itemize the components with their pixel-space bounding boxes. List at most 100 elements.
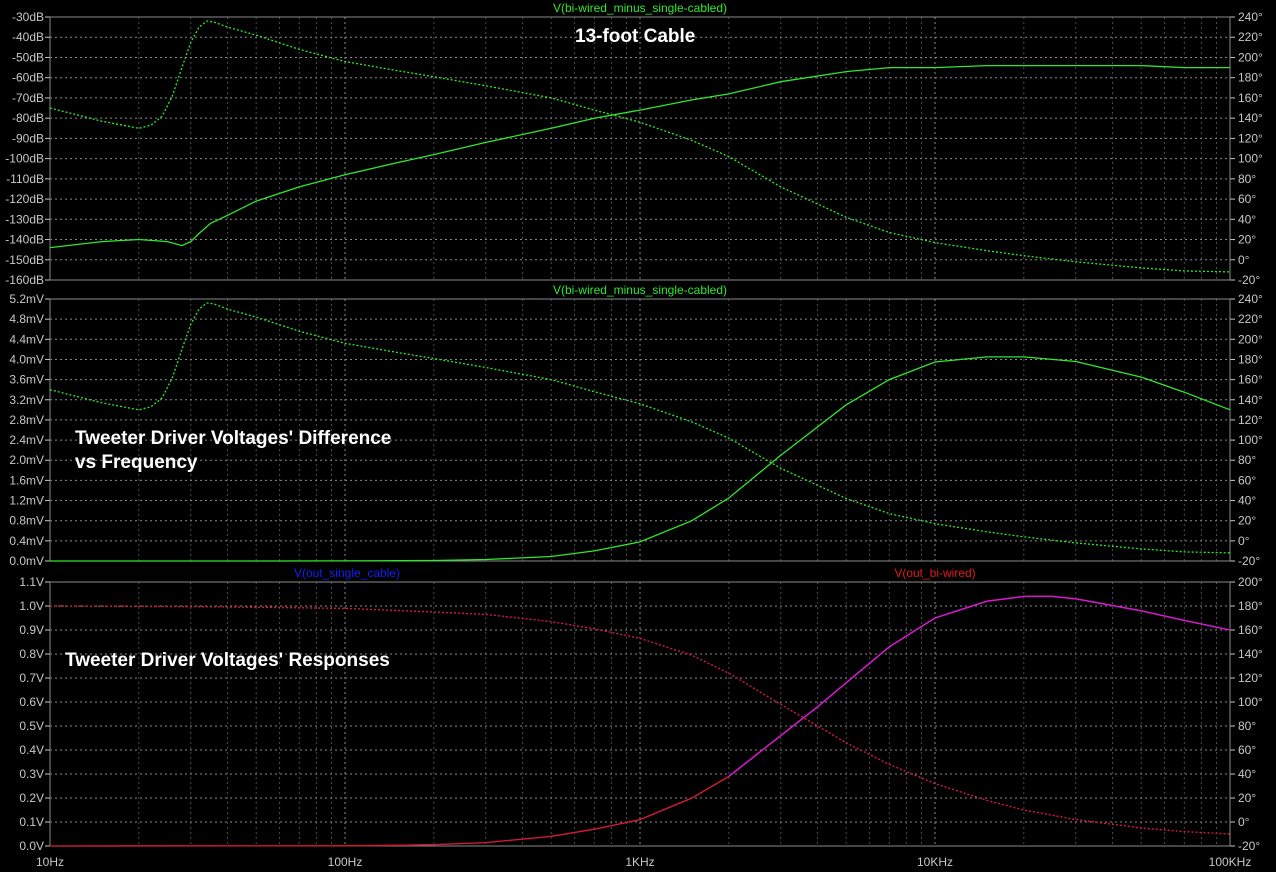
series-overlap-line xyxy=(728,595,1231,777)
x-axis-tick-label: 100Hz xyxy=(328,855,363,869)
left-axis-tick-label: 3.2mV xyxy=(9,393,44,407)
left-axis-tick-label: -80dB xyxy=(12,111,44,125)
left-axis-tick-label: 0.4mV xyxy=(9,534,44,548)
right-axis-tick-label: 60° xyxy=(1238,743,1256,757)
right-axis-tick-label: 40° xyxy=(1238,767,1256,781)
right-axis-tick-label: 180° xyxy=(1238,352,1263,366)
left-axis-tick-label: -130dB xyxy=(5,212,44,226)
labels-layer: -30dB -40dB -50dB -60dB -70dB -80dB -90dB -100d… xyxy=(5,1,1263,869)
traces-layer xyxy=(49,20,1231,847)
left-axis-tick-label: -90dB xyxy=(12,131,44,145)
left-axis-tick-label: -60dB xyxy=(12,71,44,85)
left-axis-tick-label: -50dB xyxy=(12,50,44,64)
x-axis-tick-label: 10Hz xyxy=(36,855,64,869)
left-axis-tick-label: 0.8mV xyxy=(9,514,44,528)
left-axis-tick-label: 0.1V xyxy=(19,815,44,829)
right-axis-tick-label: 160° xyxy=(1238,623,1263,637)
right-axis-tick-label: 0° xyxy=(1238,534,1250,548)
right-axis-tick-label: 120° xyxy=(1238,413,1263,427)
panel2-title-line2: vs Frequency xyxy=(75,452,198,473)
left-axis-tick-label: 2.8mV xyxy=(9,413,44,427)
trace-label: V(bi-wired_minus_single-cabled) xyxy=(553,1,727,15)
left-axis-tick-label: 1.2mV xyxy=(9,494,44,508)
right-axis-tick-label: 180° xyxy=(1238,599,1263,613)
left-axis-tick-label: 2.0mV xyxy=(9,453,44,467)
left-axis-tick-label: -70dB xyxy=(12,91,44,105)
right-axis-tick-label: 100° xyxy=(1238,695,1263,709)
right-axis-tick-label: 0° xyxy=(1238,815,1250,829)
left-axis-tick-label: 4.8mV xyxy=(9,312,44,326)
right-axis-tick-label: 140° xyxy=(1238,647,1263,661)
panel-frame xyxy=(49,581,1231,847)
right-axis-tick-label: 100° xyxy=(1238,433,1263,447)
right-axis-tick-label: 160° xyxy=(1238,91,1263,105)
panel2-title-line1: Tweeter Driver Voltages' Difference xyxy=(75,428,392,449)
series-line xyxy=(49,64,1230,249)
left-axis-tick-label: 1.6mV xyxy=(9,473,44,487)
left-axis-tick-label: 3.6mV xyxy=(9,373,44,387)
left-axis-tick-label: -160dB xyxy=(5,273,44,287)
left-axis-tick-label: 4.4mV xyxy=(9,332,44,346)
right-axis-tick-label: 80° xyxy=(1238,172,1256,186)
right-axis-tick-label: 60° xyxy=(1238,473,1256,487)
left-axis-tick-label: -150dB xyxy=(5,253,44,267)
x-axis-tick-label: 1KHz xyxy=(625,855,654,869)
series-line xyxy=(50,356,1231,562)
left-axis-tick-label: -100dB xyxy=(5,152,44,166)
left-axis-tick-label: 0.9V xyxy=(19,623,44,637)
left-axis-tick-label: 4.0mV xyxy=(9,352,44,366)
left-axis-tick-label: 5.2mV xyxy=(9,292,44,306)
right-axis-tick-label: 20° xyxy=(1238,514,1256,528)
right-axis-tick-label: -20° xyxy=(1238,554,1260,568)
right-axis-tick-label: 120° xyxy=(1238,131,1263,145)
left-axis-tick-label: 2.4mV xyxy=(9,433,44,447)
right-axis-tick-label: 200° xyxy=(1238,575,1263,589)
panel-frame xyxy=(49,298,1231,562)
left-axis-tick-label: 0.5V xyxy=(19,719,44,733)
left-axis-tick-label: 0.0mV xyxy=(9,554,44,568)
left-axis-tick-label: -140dB xyxy=(5,233,44,247)
right-axis-tick-label: -20° xyxy=(1238,839,1260,853)
panel3-title: Tweeter Driver Voltages' Responses xyxy=(65,650,390,671)
right-axis-tick-label: 240° xyxy=(1238,10,1263,24)
grid-layer xyxy=(45,16,1235,847)
right-axis-tick-label: 0° xyxy=(1238,253,1250,267)
right-axis-tick-label: 220° xyxy=(1238,30,1263,44)
right-axis-tick-label: 200° xyxy=(1238,50,1263,64)
x-axis-tick-label: 100KHz xyxy=(1209,855,1252,869)
left-axis-tick-label: -110dB xyxy=(6,172,44,186)
left-axis-tick-label: -40dB xyxy=(12,30,44,44)
series-line xyxy=(49,605,1231,835)
left-axis-tick-label: 0.7V xyxy=(19,671,44,685)
right-axis-tick-label: 140° xyxy=(1238,393,1263,407)
trace-label: V(out_bi-wired) xyxy=(894,566,975,580)
right-axis-tick-label: 220° xyxy=(1238,312,1263,326)
right-axis-tick-label: 20° xyxy=(1238,791,1256,805)
right-axis-tick-label: 120° xyxy=(1238,671,1263,685)
left-axis-tick-label: 1.1V xyxy=(19,575,44,589)
left-axis-tick-label: 0.6V xyxy=(19,695,44,709)
right-axis-tick-label: -20° xyxy=(1238,273,1260,287)
right-axis-tick-label: 40° xyxy=(1238,212,1256,226)
series-line xyxy=(49,302,1231,554)
right-axis-tick-label: 180° xyxy=(1238,71,1263,85)
left-axis-tick-label: 0.3V xyxy=(19,767,44,781)
right-axis-tick-label: 80° xyxy=(1238,719,1256,733)
left-axis-tick-label: -30dB xyxy=(12,10,44,24)
right-axis-tick-label: 200° xyxy=(1238,332,1263,346)
left-axis-tick-label: 0.8V xyxy=(19,647,44,661)
right-axis-tick-label: 40° xyxy=(1238,494,1256,508)
right-axis-tick-label: 80° xyxy=(1238,453,1256,467)
right-axis-tick-label: 20° xyxy=(1238,233,1256,247)
left-axis-tick-label: 0.4V xyxy=(19,743,44,757)
right-axis-tick-label: 60° xyxy=(1238,192,1256,206)
trace-label: V(out_single_cable) xyxy=(294,566,400,580)
trace-label: V(bi-wired_minus_single-cabled) xyxy=(553,283,727,297)
left-axis-tick-label: 1.0V xyxy=(19,599,44,613)
left-axis-tick-label: 0.0V xyxy=(19,839,44,853)
right-axis-tick-label: 140° xyxy=(1238,111,1263,125)
left-axis-tick-label: 0.2V xyxy=(19,791,44,805)
series-line xyxy=(49,20,1231,273)
